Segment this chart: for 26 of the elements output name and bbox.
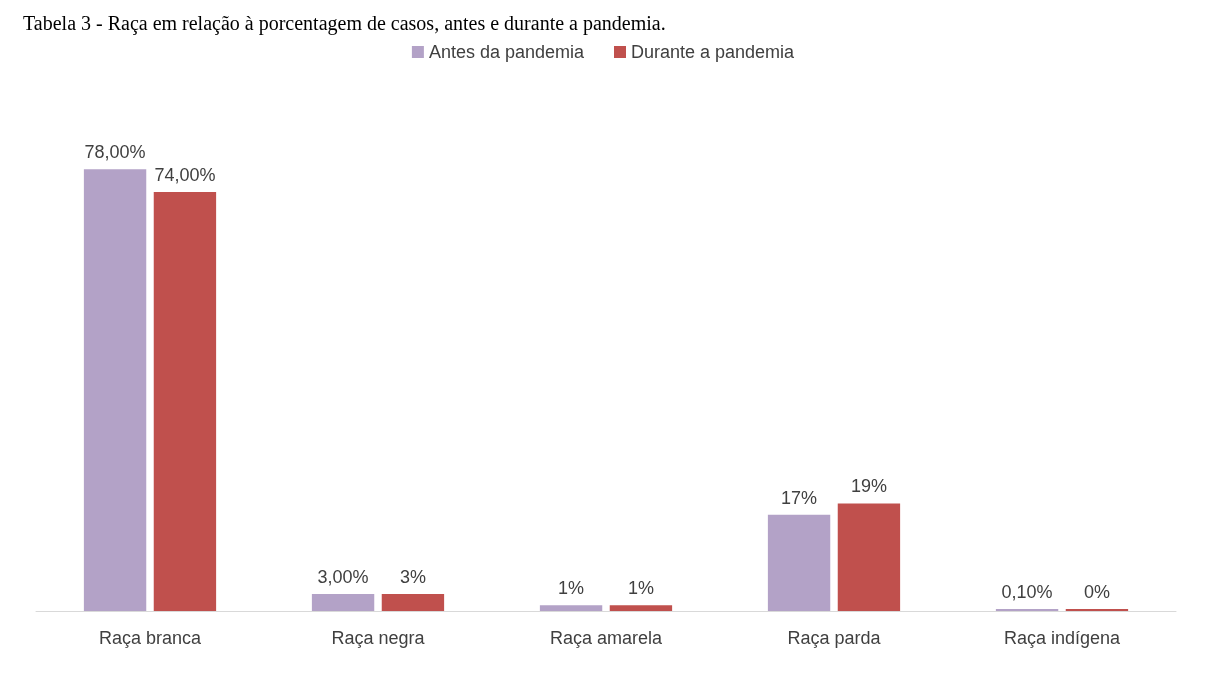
x-tick-label: Raça parda — [787, 628, 882, 648]
bar — [539, 605, 603, 611]
bar — [153, 191, 217, 611]
legend-label: Antes da pandemia — [428, 42, 585, 62]
chart-title: Tabela 3 - Raça em relação à porcentagem de casos, antes e durante a pandemia. — [23, 12, 666, 35]
legend-label: Durante a pandemia — [631, 42, 796, 62]
bar — [837, 503, 901, 611]
data-label: 1% — [558, 578, 585, 599]
data-label: 74,00% — [154, 164, 216, 185]
data-label: 78,00% — [84, 142, 146, 163]
x-tick-label: Raça negra — [331, 628, 426, 648]
data-label: 0,10% — [1001, 582, 1053, 602]
data-label: 0% — [1083, 582, 1110, 602]
x-tick-label: Raça indígena — [1003, 628, 1122, 648]
x-tick-label: Raça branca — [98, 628, 203, 648]
x-tick-label: Raça amarela — [549, 628, 664, 648]
data-label: 1% — [627, 578, 654, 599]
bar — [767, 514, 831, 611]
data-label: 3% — [399, 567, 426, 588]
bar — [311, 594, 375, 611]
data-label: 3,00% — [317, 567, 369, 588]
data-label: 17% — [781, 487, 818, 508]
bar — [381, 594, 445, 611]
bar — [83, 169, 147, 611]
data-label: 19% — [850, 476, 887, 497]
bar — [609, 605, 673, 611]
